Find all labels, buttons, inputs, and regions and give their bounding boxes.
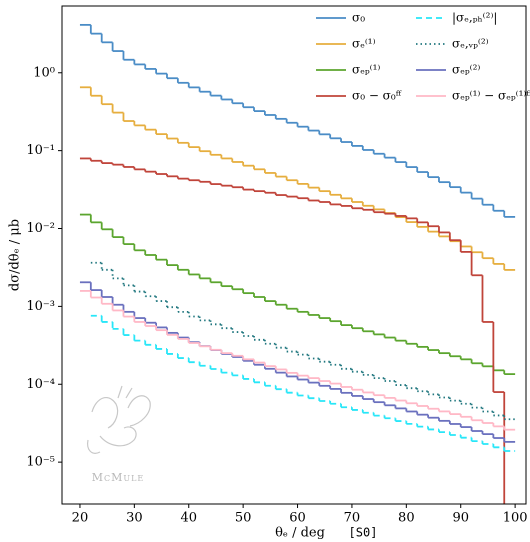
x-tick-label: 60 (289, 511, 306, 526)
legend-label: σₑₚ⁽¹⁾ − σₑₚ⁽¹⁾ᶠᶠ (452, 89, 530, 103)
x-tick-label: 20 (72, 511, 89, 526)
plot-area (79, 23, 516, 504)
legend-label: σ₀ (352, 11, 365, 25)
y-tick-label: 10⁻¹ (26, 143, 55, 158)
x-tick-label: 70 (344, 511, 361, 526)
x-tick-label: 80 (398, 511, 415, 526)
logo (87, 385, 151, 454)
y-tick-label: 10⁻³ (26, 299, 55, 314)
logo-leg (87, 439, 101, 454)
plot-frame (61, 5, 527, 505)
annotation: [S0] (349, 526, 378, 540)
legend-label: σ₀ − σ₀ᶠᶠ (352, 89, 402, 103)
legend-label: σₑₚ⁽²⁾ (452, 63, 480, 77)
logo-antenna (117, 385, 133, 399)
logo-wing (91, 396, 119, 429)
y-tick-label: 10⁻⁵ (26, 455, 55, 470)
y-tick-label: 10⁻² (26, 221, 55, 236)
y-tick-label: 10⁻⁴ (26, 377, 55, 392)
x-tick-label: 90 (452, 511, 469, 526)
x-tick-label: 100 (503, 511, 528, 526)
logo-wing (127, 395, 151, 427)
logo-body (99, 426, 137, 447)
legend-label: σₑ,ᵥₚ⁽²⁾ (452, 37, 489, 51)
watermark: McMule (92, 471, 145, 484)
x-tick-label: 30 (126, 511, 143, 526)
y-tick-label: 10⁰ (33, 65, 55, 80)
x-tick-label: 40 (180, 511, 197, 526)
legend-label: σₑ⁽¹⁾ (352, 37, 376, 51)
x-axis-label: θₑ / deg (275, 526, 325, 541)
legend-label: |σₑ,ₚₕ⁽²⁾| (452, 11, 497, 25)
y-axis-label: dσ/dθₑ / μb (8, 219, 23, 291)
x-tick-label: 50 (235, 511, 252, 526)
legend-label: σₑₚ⁽¹⁾ (352, 63, 380, 77)
